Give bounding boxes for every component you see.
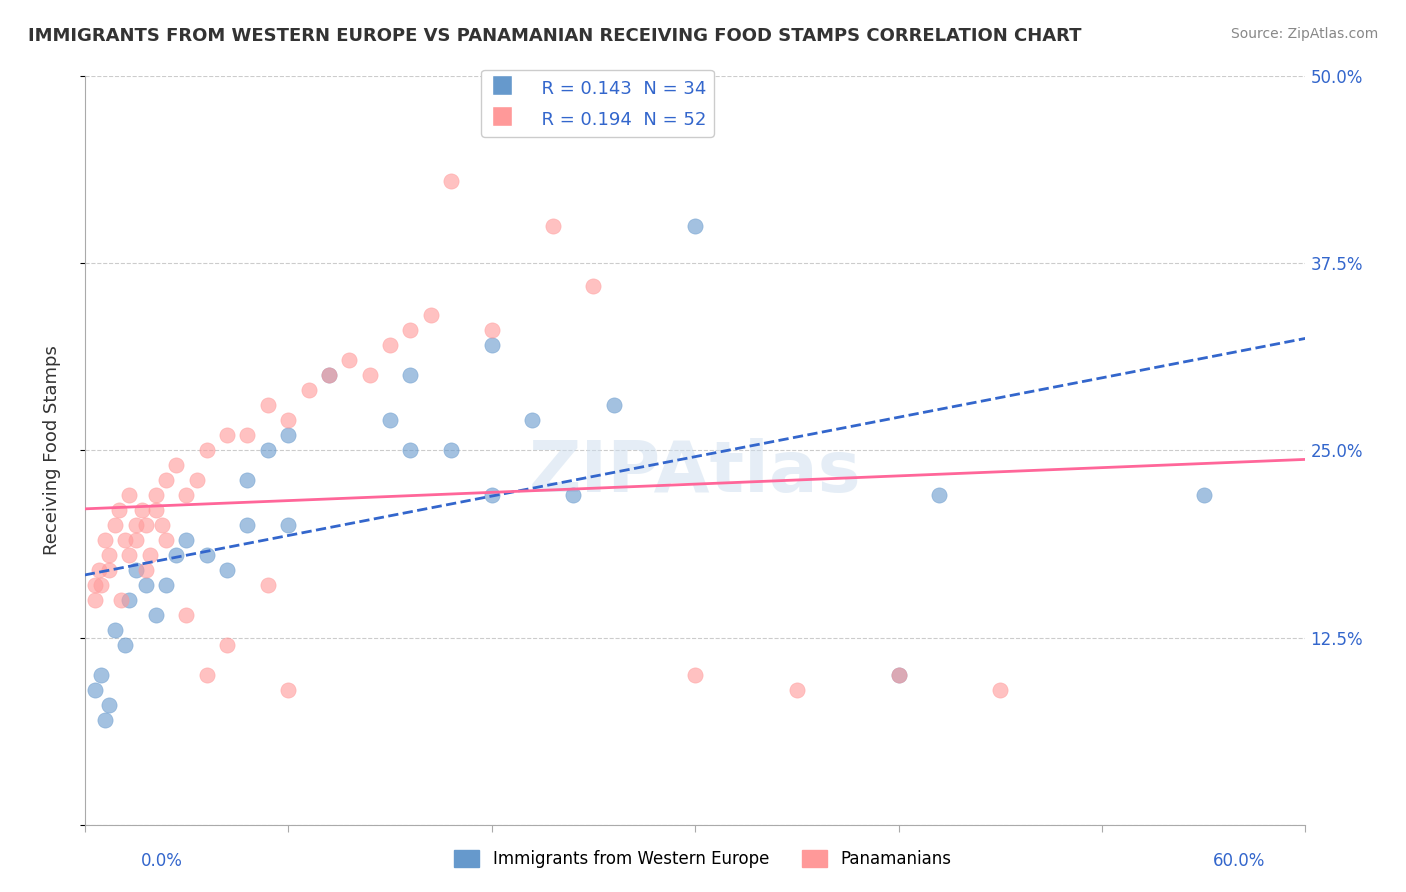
Legend: Immigrants from Western Europe, Panamanians: Immigrants from Western Europe, Panamani… <box>447 843 959 875</box>
Point <box>683 668 706 682</box>
Point <box>94 714 117 728</box>
Point <box>104 518 127 533</box>
Point <box>176 533 198 548</box>
Text: 0.0%: 0.0% <box>141 852 183 870</box>
Point <box>541 219 564 233</box>
Point <box>1192 488 1215 502</box>
Point <box>165 549 187 563</box>
Point <box>318 368 340 383</box>
Point <box>131 503 153 517</box>
Point <box>98 549 121 563</box>
Point <box>104 624 127 638</box>
Point <box>236 518 259 533</box>
Point <box>399 443 422 458</box>
Point <box>217 428 239 442</box>
Point <box>440 443 463 458</box>
Point <box>256 399 278 413</box>
Point <box>582 278 605 293</box>
Point <box>98 564 121 578</box>
Point <box>337 353 360 368</box>
Point <box>277 683 299 698</box>
Point <box>318 368 340 383</box>
Point <box>236 428 259 442</box>
Point <box>236 474 259 488</box>
Point <box>217 564 239 578</box>
Point <box>602 399 624 413</box>
Point <box>256 443 278 458</box>
Point <box>378 413 401 427</box>
Point <box>150 518 173 533</box>
Point <box>786 683 808 698</box>
Point <box>145 488 167 502</box>
Point <box>87 564 110 578</box>
Point <box>399 368 422 383</box>
Point <box>124 533 146 548</box>
Point <box>481 488 503 502</box>
Point <box>135 578 157 592</box>
Point <box>440 173 463 187</box>
Point <box>481 324 503 338</box>
Point <box>195 668 218 682</box>
Point <box>522 413 544 427</box>
Point <box>135 518 157 533</box>
Point <box>110 593 132 607</box>
Y-axis label: Receiving Food Stamps: Receiving Food Stamps <box>44 345 60 556</box>
Point <box>176 608 198 623</box>
Point <box>165 458 187 473</box>
Text: ZIPAtlas: ZIPAtlas <box>529 439 862 508</box>
Point <box>186 474 208 488</box>
Point <box>176 488 198 502</box>
Text: 60.0%: 60.0% <box>1213 852 1265 870</box>
Point <box>94 533 117 548</box>
Legend:   R = 0.143  N = 34,   R = 0.194  N = 52: R = 0.143 N = 34, R = 0.194 N = 52 <box>481 70 714 137</box>
Point <box>114 533 136 548</box>
Point <box>928 488 950 502</box>
Point <box>118 549 141 563</box>
Text: Source: ZipAtlas.com: Source: ZipAtlas.com <box>1230 27 1378 41</box>
Point <box>378 338 401 352</box>
Point <box>118 488 141 502</box>
Point <box>988 683 1011 698</box>
Point <box>118 593 141 607</box>
Point <box>277 518 299 533</box>
Point <box>419 309 441 323</box>
Point <box>98 698 121 713</box>
Point <box>139 549 162 563</box>
Point <box>217 639 239 653</box>
Point <box>145 503 167 517</box>
Point <box>83 593 105 607</box>
Point <box>114 639 136 653</box>
Point <box>195 549 218 563</box>
Point <box>108 503 131 517</box>
Point <box>399 324 422 338</box>
Point <box>155 533 177 548</box>
Point <box>135 564 157 578</box>
Point <box>256 578 278 592</box>
Point <box>683 219 706 233</box>
Point <box>277 413 299 427</box>
Point <box>145 608 167 623</box>
Point <box>887 668 910 682</box>
Point <box>90 578 112 592</box>
Point <box>90 668 112 682</box>
Point <box>124 518 146 533</box>
Point <box>83 683 105 698</box>
Point <box>124 564 146 578</box>
Point <box>359 368 381 383</box>
Point <box>195 443 218 458</box>
Point <box>277 428 299 442</box>
Point <box>297 384 319 398</box>
Point <box>83 578 105 592</box>
Point <box>481 338 503 352</box>
Point <box>155 474 177 488</box>
Point <box>562 488 585 502</box>
Point <box>155 578 177 592</box>
Point <box>887 668 910 682</box>
Text: IMMIGRANTS FROM WESTERN EUROPE VS PANAMANIAN RECEIVING FOOD STAMPS CORRELATION C: IMMIGRANTS FROM WESTERN EUROPE VS PANAMA… <box>28 27 1081 45</box>
